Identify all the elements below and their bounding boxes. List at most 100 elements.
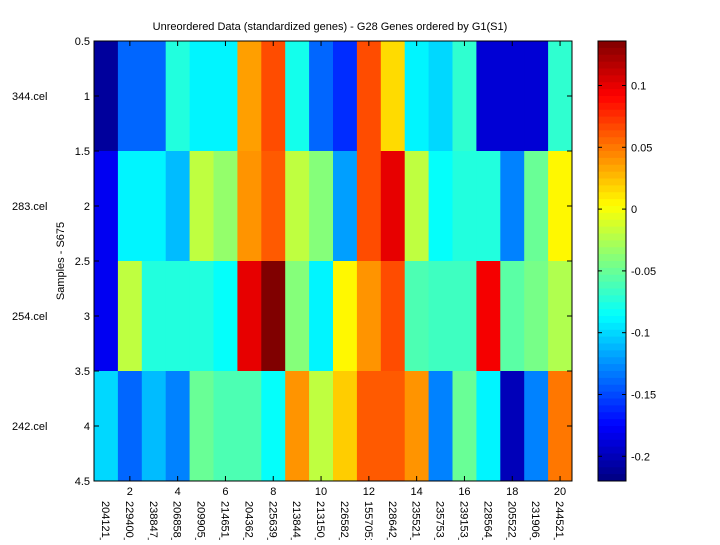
x-tick-label: 2 bbox=[127, 486, 133, 498]
column-label: 231906_ bbox=[529, 501, 541, 540]
heatmap-cell bbox=[213, 151, 238, 262]
heatmap-cell bbox=[452, 261, 477, 372]
colorbar-segment bbox=[598, 219, 626, 228]
row-label: 242.cel bbox=[12, 421, 47, 433]
heatmap-cell bbox=[404, 371, 430, 482]
heatmap-cell bbox=[285, 151, 310, 262]
heatmap-cell bbox=[117, 151, 143, 262]
y-tick-label: 2.5 bbox=[75, 256, 90, 268]
colorbar-segment bbox=[598, 226, 626, 234]
heatmap-cell bbox=[452, 371, 477, 482]
colorbar-segment bbox=[598, 357, 626, 365]
y-tick-label: 3 bbox=[84, 311, 90, 323]
heatmap-cell bbox=[285, 371, 310, 482]
heatmap-cell bbox=[261, 41, 286, 152]
y-tick-label: 4.5 bbox=[75, 476, 90, 488]
heatmap-cell bbox=[380, 371, 406, 482]
colorbar-segment bbox=[598, 47, 626, 56]
colorbar-segment bbox=[598, 398, 626, 406]
colorbar-segment bbox=[598, 426, 626, 434]
heatmap-cell bbox=[428, 151, 453, 262]
heatmap-cell bbox=[237, 151, 262, 262]
y-axis-label: Samples - S675 bbox=[55, 222, 67, 300]
x-tick-label: 12 bbox=[363, 486, 375, 498]
colorbar-segment bbox=[598, 336, 626, 344]
column-label: 1557051 bbox=[362, 501, 374, 540]
colorbar-segment bbox=[598, 384, 626, 393]
heatmap-cell bbox=[261, 151, 286, 262]
colorbar-segment bbox=[598, 439, 626, 448]
column-label: 209905_ bbox=[195, 501, 207, 540]
colorbar-segment bbox=[598, 281, 626, 289]
x-tick-label: 18 bbox=[506, 486, 518, 498]
x-tick-label: 4 bbox=[175, 486, 181, 498]
colorbar-segment bbox=[598, 130, 626, 138]
colorbar-segment bbox=[598, 412, 626, 420]
colorbar-segment bbox=[598, 75, 626, 83]
x-tick-label: 6 bbox=[222, 486, 228, 498]
heatmap-cell bbox=[213, 41, 238, 152]
column-label: 235753_ bbox=[434, 501, 446, 540]
colorbar-segment bbox=[598, 102, 626, 111]
column-label: 228564_ bbox=[481, 501, 493, 540]
colorbar-segment bbox=[598, 419, 626, 427]
column-label: 239153_ bbox=[457, 501, 469, 540]
column-label: 228642_ bbox=[386, 501, 398, 540]
colorbar-segment bbox=[598, 82, 626, 90]
colorbar-segment bbox=[598, 302, 626, 310]
heatmap-cell bbox=[500, 151, 525, 262]
colorbar-segment bbox=[598, 96, 626, 104]
column-label: 213150_ bbox=[314, 501, 326, 540]
heatmap-cell bbox=[500, 261, 525, 372]
y-tick-label: 1.5 bbox=[75, 146, 90, 158]
colorbar-segment bbox=[598, 446, 626, 454]
heatmap-cell bbox=[356, 41, 382, 152]
colorbar-segment bbox=[598, 137, 626, 145]
colorbar-segment bbox=[598, 233, 626, 241]
column-label: 244521_ bbox=[553, 501, 565, 540]
colorbar-segment bbox=[598, 240, 626, 248]
colorbar-segment bbox=[598, 261, 626, 269]
heatmap-cell bbox=[380, 41, 406, 152]
colorbar-frame bbox=[597, 40, 627, 482]
heatmap-cell bbox=[380, 261, 406, 372]
x-tick-label: 16 bbox=[458, 486, 470, 498]
colorbar-segment bbox=[598, 309, 626, 317]
heatmap-cell bbox=[428, 371, 453, 482]
heatmap-cell bbox=[524, 151, 549, 262]
heatmap-cell bbox=[333, 261, 358, 372]
heatmap-cell bbox=[237, 41, 262, 152]
colorbar-tick-label: 0.1 bbox=[631, 80, 646, 92]
heatmap-cell bbox=[333, 151, 358, 262]
colorbar-tick-label: -0.2 bbox=[631, 451, 650, 463]
colorbar-segment bbox=[598, 212, 626, 221]
heatmap-cell bbox=[524, 371, 549, 482]
colorbar-segment bbox=[598, 432, 626, 441]
column-label: 229400_ bbox=[123, 501, 135, 540]
heatmap-cell bbox=[285, 41, 310, 152]
heatmap-cell bbox=[165, 371, 191, 482]
colorbar-segment bbox=[598, 123, 626, 131]
colorbar-segment bbox=[598, 68, 626, 76]
colorbar-segment bbox=[598, 192, 626, 200]
heatmap-cell bbox=[117, 371, 143, 482]
column-label: 226582_ bbox=[338, 501, 350, 540]
heatmap-cell bbox=[141, 371, 167, 482]
colorbar-segment bbox=[598, 54, 626, 63]
y-tick-label: 2 bbox=[84, 201, 90, 213]
column-label: 225639_ bbox=[266, 501, 278, 540]
heatmap-cell bbox=[165, 151, 191, 262]
x-tick-label: 10 bbox=[315, 486, 327, 498]
heatmap-cell bbox=[476, 261, 501, 372]
heatmap-cell bbox=[117, 261, 143, 372]
colorbar-tick-label: -0.1 bbox=[631, 328, 650, 340]
colorbar-segment bbox=[598, 460, 626, 468]
heatmap-cell bbox=[189, 151, 214, 262]
colorbar-segment bbox=[598, 316, 626, 324]
y-tick-label: 0.5 bbox=[75, 36, 90, 48]
heatmap-cell bbox=[356, 151, 382, 262]
colorbar-segment bbox=[598, 377, 626, 386]
heatmap-cell bbox=[356, 261, 382, 372]
column-label: 205522_ bbox=[505, 501, 517, 540]
